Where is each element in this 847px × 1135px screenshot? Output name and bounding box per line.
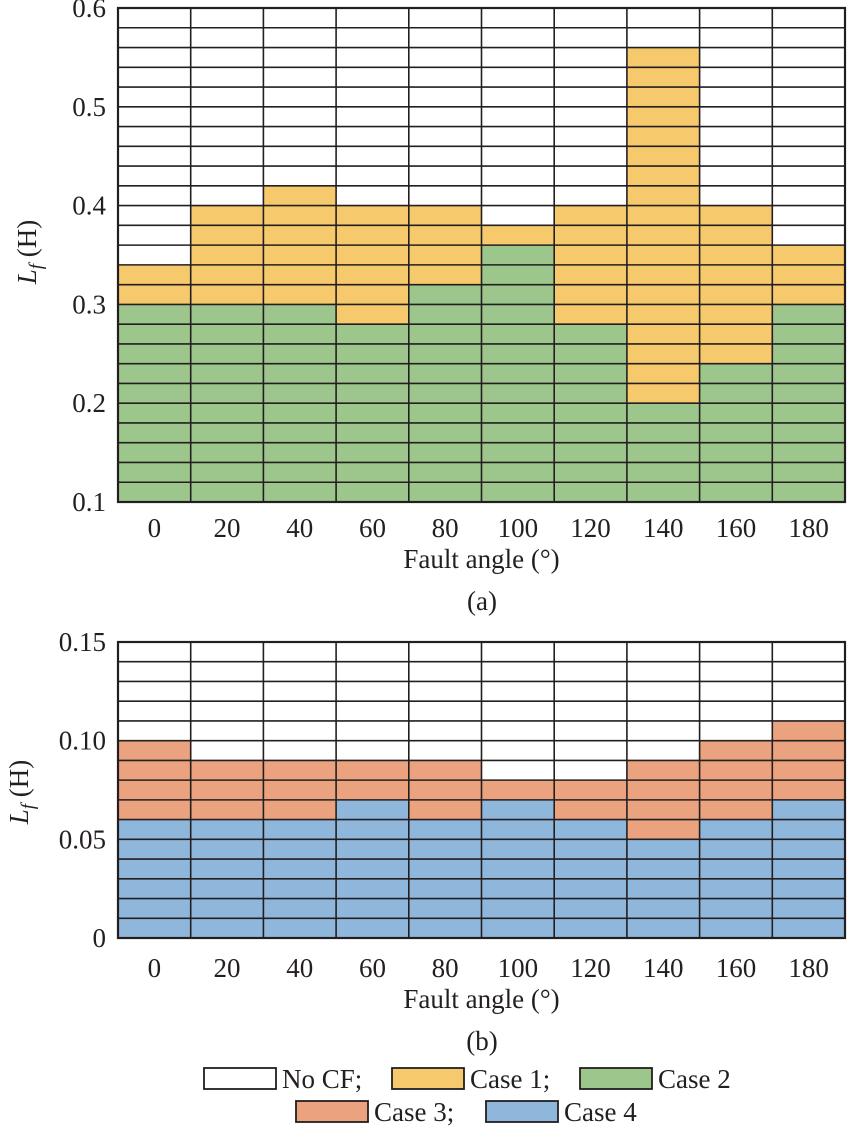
x-tick-label: 180: [788, 953, 829, 983]
y-tick-label: 0.15: [59, 627, 106, 657]
panel-label: (a): [467, 586, 497, 616]
legend-label-no_cf: No CF;: [282, 1064, 362, 1094]
y-tick-label: 0.5: [72, 92, 106, 122]
y-tick-label: 0: [93, 923, 107, 953]
x-tick-label: 140: [643, 513, 684, 543]
y-axis-label: Lf (H): [4, 760, 39, 826]
y-tick-label: 0.3: [72, 289, 106, 319]
y-tick-label: 0.1: [72, 487, 106, 517]
x-tick-label: 100: [498, 513, 539, 543]
y-tick-label: 0.2: [72, 388, 106, 418]
x-tick-label: 40: [286, 953, 313, 983]
bar-case3-20: [190, 760, 264, 820]
x-tick-label: 20: [214, 953, 241, 983]
plot-frame: [116, 640, 847, 940]
bar-case1-100: [481, 225, 555, 246]
x-tick-label: 160: [716, 953, 757, 983]
bar-case2-160: [699, 363, 773, 502]
x-tick-label: 20: [214, 513, 241, 543]
bar-case2-80: [408, 284, 482, 502]
legend-swatch-case2: [579, 1067, 653, 1090]
bar-case3-40: [263, 760, 337, 820]
x-tick-label: 120: [570, 513, 611, 543]
bar-case4-60: [336, 799, 409, 938]
x-tick-label: 0: [148, 953, 162, 983]
y-tick-label: 0.4: [72, 191, 106, 221]
x-tick-label: 180: [788, 513, 829, 543]
x-tick-label: 120: [570, 953, 611, 983]
x-tick-label: 80: [432, 953, 459, 983]
bar-case2-120: [554, 324, 627, 502]
bar-case4-100: [481, 799, 555, 938]
y-tick-label: 0.10: [59, 726, 106, 756]
legend-swatch-no_cf: [203, 1067, 277, 1090]
legend-label-case1: Case 1;: [470, 1064, 550, 1094]
x-axis-label: Fault angle (°): [403, 984, 559, 1014]
x-tick-label: 0: [148, 513, 162, 543]
bar-case4-140: [626, 839, 700, 938]
legend-label-case2: Case 2: [658, 1064, 731, 1094]
x-tick-label: 40: [286, 513, 313, 543]
bar-case2-60: [336, 324, 409, 502]
x-tick-label: 160: [716, 513, 757, 543]
bar-case1-180: [772, 245, 845, 305]
x-tick-label: 80: [432, 513, 459, 543]
chart-a: 0.1 0.2 0.3 0.4 0.5 0.6 0 20 40 60 80 100 120 140 160 1…: [12, 0, 847, 616]
x-tick-label: 100: [498, 953, 539, 983]
bar-case3-100: [481, 780, 555, 800]
y-tick-label: 0.6: [72, 0, 106, 23]
panel-label: (b): [466, 1026, 497, 1056]
x-tick-label: 60: [359, 953, 386, 983]
y-axis-label: Lf (H): [12, 220, 47, 286]
bar-case1-20: [190, 205, 264, 305]
bar-case3-80: [408, 760, 482, 820]
legend-swatch-case3: [295, 1100, 369, 1123]
y-tick-label: 0.05: [59, 824, 106, 854]
legend: No CF; Case 1; Case 2 Case 3; Case 4: [203, 1064, 731, 1127]
legend-swatch-case4: [485, 1100, 559, 1123]
legend-label-case3: Case 3;: [374, 1097, 454, 1127]
legend-swatch-case1: [391, 1067, 465, 1090]
bar-case2-100: [481, 245, 555, 502]
x-axis-label: Fault angle (°): [403, 544, 559, 574]
x-tick-label: 60: [359, 513, 386, 543]
legend-label-case4: Case 4: [564, 1097, 637, 1127]
bar-case2-140: [626, 403, 700, 502]
bar-case4-180: [772, 799, 845, 938]
x-tick-label: 140: [643, 953, 684, 983]
plot-frame: [116, 6, 847, 504]
chart-b: 0 0.05 0.10 0.15 0 20 40 60 80 100 120 140 160 180 Fau…: [4, 627, 847, 1056]
